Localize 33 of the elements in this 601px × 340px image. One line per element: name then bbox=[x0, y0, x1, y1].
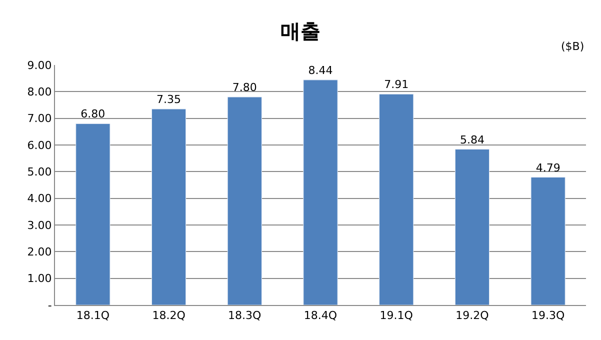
y-tick-label: 7.00 bbox=[27, 112, 52, 126]
data-label: 6.80 bbox=[80, 108, 106, 121]
bar bbox=[303, 80, 338, 305]
y-tick-label: 4.00 bbox=[27, 192, 52, 206]
y-tick-label: 6.00 bbox=[27, 138, 52, 152]
bar bbox=[227, 96, 262, 305]
data-label: 5.84 bbox=[460, 133, 484, 146]
data-label: 7.91 bbox=[384, 78, 409, 92]
text: ($B) bbox=[561, 40, 584, 53]
y-tick-label: 8.00 bbox=[27, 86, 52, 99]
bar bbox=[530, 177, 566, 305]
data-label: 8.44 bbox=[308, 64, 333, 77]
chart-title: 매출 bbox=[280, 18, 320, 43]
bar bbox=[76, 123, 110, 305]
y-tick-label: 1.00 bbox=[27, 272, 52, 286]
data-label: 7.35 bbox=[156, 93, 182, 106]
y-tick-label: 9.00 bbox=[27, 58, 52, 72]
bar bbox=[379, 94, 414, 305]
x-tick-label: 19.1Q bbox=[380, 309, 414, 322]
x-tick-label: 18.2Q bbox=[152, 309, 186, 322]
bar bbox=[151, 108, 186, 305]
y-tick-label: 3.00 bbox=[27, 218, 52, 232]
data-label: 7.80 bbox=[232, 81, 257, 94]
x-tick-label: 18.1Q bbox=[76, 309, 110, 322]
y-tick-label: 2.00 bbox=[27, 246, 52, 259]
bar bbox=[454, 149, 490, 305]
y-tick-label: - bbox=[48, 298, 52, 312]
data-label: 4.79 bbox=[536, 161, 560, 174]
x-tick-label: 18.4Q bbox=[304, 309, 338, 322]
x-tick-label: 19.2Q bbox=[456, 309, 490, 322]
x-tick-label: 19.3Q bbox=[531, 309, 565, 322]
x-tick-label: 18.3Q bbox=[228, 309, 262, 322]
y-tick-label: 5.00 bbox=[27, 166, 52, 179]
